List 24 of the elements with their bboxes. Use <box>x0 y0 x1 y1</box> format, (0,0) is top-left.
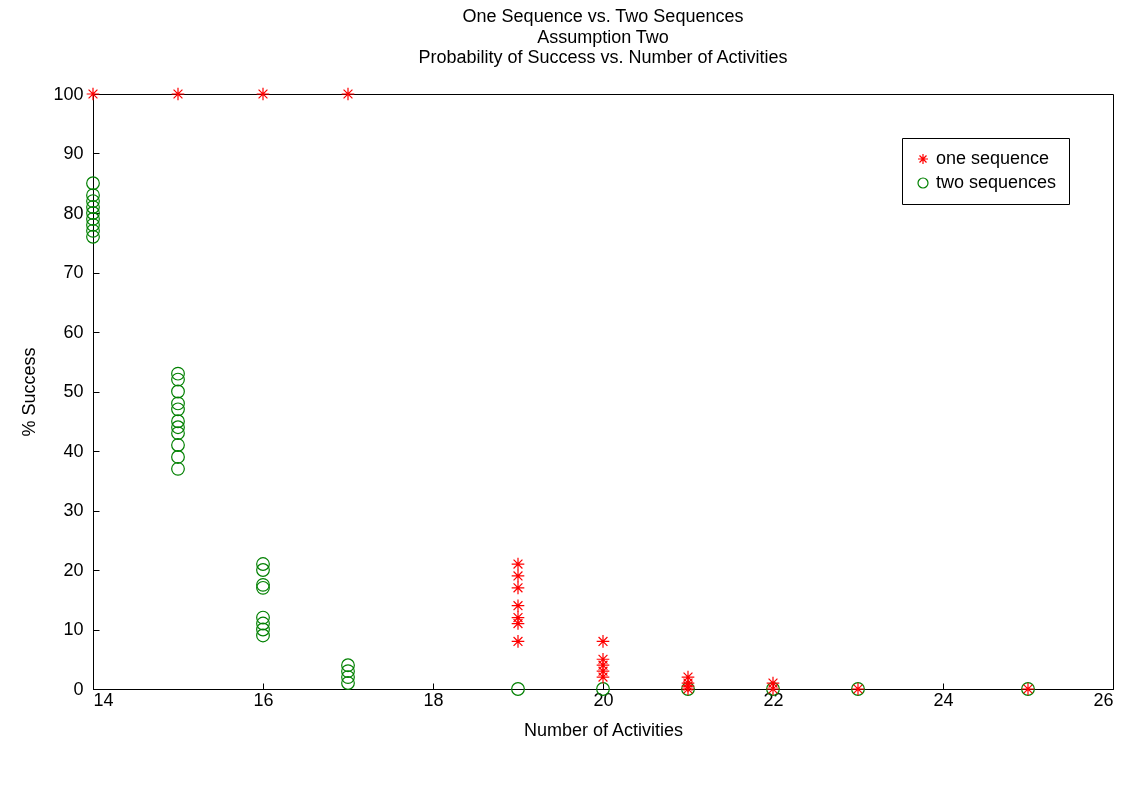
y-tick-label: 20 <box>63 559 84 580</box>
y-tick-label: 0 <box>73 678 84 699</box>
y-tick-label: 30 <box>63 500 84 520</box>
y-tick-label: 60 <box>63 321 84 342</box>
x-tick-label: 20 <box>593 689 614 710</box>
x-tick-label: 22 <box>763 689 784 710</box>
y-axis-title: % Success <box>19 347 40 437</box>
chart-title: One Sequence vs. Two Sequences <box>462 6 744 26</box>
x-tick-label: 26 <box>1093 689 1114 710</box>
y-tick-label: 50 <box>63 381 84 401</box>
y-tick-label: 70 <box>63 262 84 282</box>
x-tick-label: 24 <box>933 689 954 710</box>
x-tick-label: 16 <box>253 689 274 710</box>
chart-subtitle: Assumption Two Probability of Success vs. Number of Activities <box>418 27 788 67</box>
y-tick-label: 10 <box>63 619 84 639</box>
y-tick-label: 90 <box>63 143 84 163</box>
y-tick-label: 100 <box>53 83 84 104</box>
y-tick-label: 80 <box>63 202 84 223</box>
x-axis-title: Number of Activities <box>523 719 684 740</box>
x-tick-label: 18 <box>423 689 444 710</box>
legend-label: one sequence <box>936 148 1050 168</box>
y-tick-label: 40 <box>63 440 84 461</box>
x-tick-label: 14 <box>93 689 114 710</box>
legend-label: two sequences <box>936 172 1057 192</box>
